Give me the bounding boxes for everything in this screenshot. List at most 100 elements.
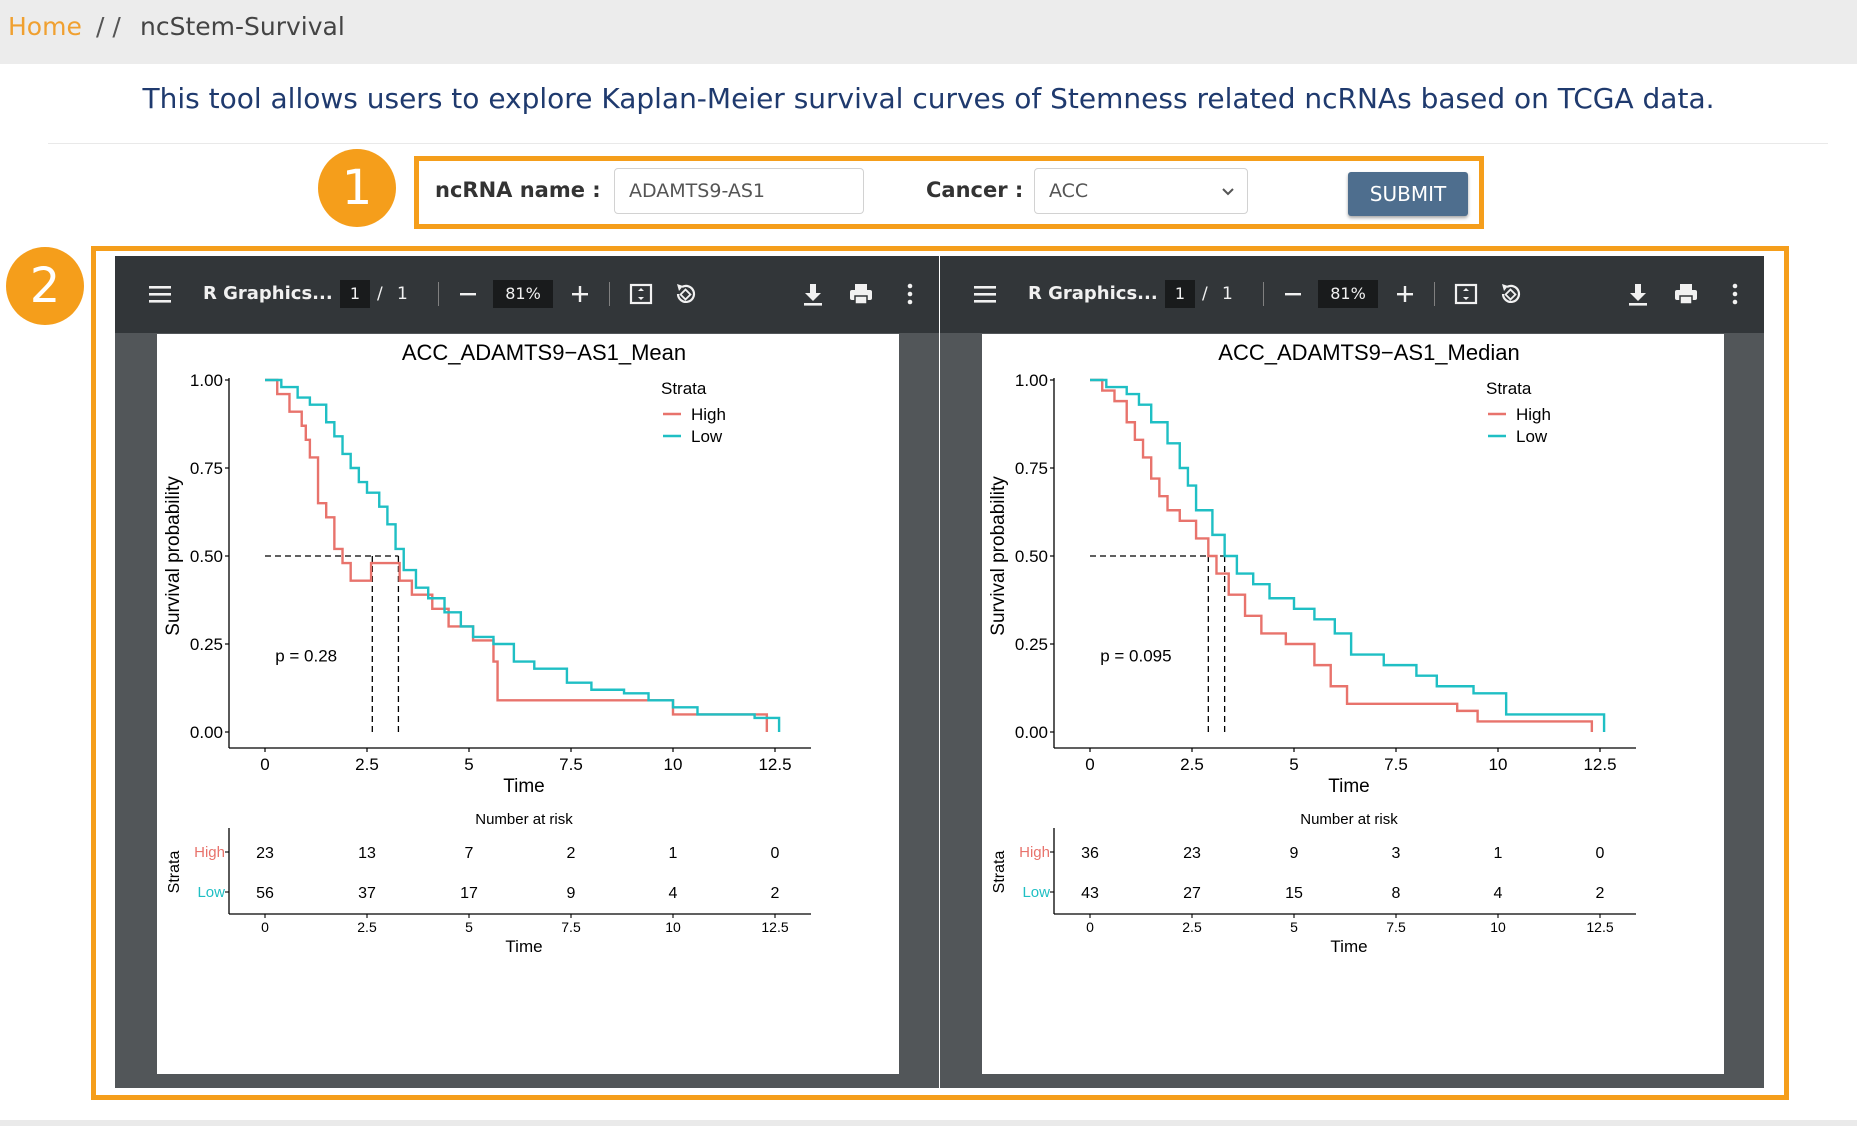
risk-count: 2 bbox=[567, 845, 576, 862]
risk-count: 2 bbox=[1596, 885, 1605, 902]
print-icon[interactable] bbox=[844, 276, 878, 312]
toolbar-divider bbox=[609, 282, 610, 306]
risk-count: 36 bbox=[1081, 845, 1099, 862]
intro-text: This tool allows users to explore Kaplan… bbox=[142, 82, 1715, 115]
divider bbox=[48, 143, 1828, 144]
fit-page-icon[interactable] bbox=[624, 276, 658, 312]
risk-table-title: Number at risk bbox=[475, 811, 573, 828]
submit-button[interactable]: SUBMIT bbox=[1348, 172, 1468, 216]
survival-chart: ACC_ADAMTS9−AS1_Median 0.00 0.25 0.50 0.75 1.… bbox=[988, 340, 1636, 956]
risk-count: 17 bbox=[460, 885, 478, 902]
more-options-icon[interactable] bbox=[893, 276, 927, 312]
pdf-toolbar: R Graphics... 1 / 1 81% bbox=[940, 256, 1764, 333]
x-tick-label: 0 bbox=[260, 755, 269, 774]
download-icon[interactable] bbox=[796, 276, 830, 312]
cancer-select[interactable]: ACC bbox=[1034, 168, 1248, 214]
ncrna-name-input[interactable]: ADAMTS9-AS1 bbox=[614, 168, 864, 214]
x-tick-label: 10 bbox=[664, 755, 683, 774]
breadcrumb-current: ncStem-Survival bbox=[140, 12, 345, 41]
pdf-page: ACC_ADAMTS9−AS1_Mean 0.00 0.25 0.50 0.75 1.00… bbox=[157, 334, 899, 1074]
survival-curve-low bbox=[265, 378, 781, 732]
x-tick-label: 7.5 bbox=[1384, 755, 1408, 774]
risk-count: 13 bbox=[358, 845, 376, 862]
risk-x-tick-label: 5 bbox=[1290, 919, 1298, 935]
search-form bbox=[414, 156, 1484, 229]
y-tick-label: 0.75 bbox=[1015, 459, 1048, 478]
x-axis-label: Time bbox=[1328, 776, 1370, 797]
risk-count: 4 bbox=[1494, 885, 1503, 902]
zoom-out-icon[interactable] bbox=[451, 276, 485, 312]
menu-icon[interactable] bbox=[968, 276, 1002, 312]
risk-count: 1 bbox=[669, 845, 678, 862]
risk-count: 3 bbox=[1392, 845, 1401, 862]
toolbar-divider bbox=[1263, 282, 1264, 306]
chart-title: ACC_ADAMTS9−AS1_Median bbox=[1218, 340, 1519, 365]
page-footer-strip bbox=[0, 1120, 1857, 1126]
x-tick-label: 2.5 bbox=[355, 755, 379, 774]
risk-x-tick-label: 10 bbox=[665, 919, 681, 935]
chevron-down-icon bbox=[1222, 188, 1234, 196]
risk-count: 0 bbox=[771, 845, 780, 862]
page-total: 1 bbox=[1222, 284, 1233, 304]
x-tick-label: 12.5 bbox=[758, 755, 791, 774]
x-tick-label: 12.5 bbox=[1583, 755, 1616, 774]
zoom-in-icon[interactable] bbox=[1388, 276, 1422, 312]
zoom-out-icon[interactable] bbox=[1276, 276, 1310, 312]
menu-icon[interactable] bbox=[143, 276, 177, 312]
page-number-input[interactable]: 1 bbox=[1165, 280, 1195, 308]
rotate-icon[interactable] bbox=[1493, 276, 1527, 312]
risk-table-y-label: Strata bbox=[991, 851, 1008, 894]
chart-title: ACC_ADAMTS9−AS1_Mean bbox=[402, 340, 686, 365]
risk-x-tick-label: 7.5 bbox=[1386, 919, 1406, 935]
risk-count: 7 bbox=[465, 845, 474, 862]
risk-row-label-low: Low bbox=[1022, 884, 1050, 901]
page-number-input[interactable]: 1 bbox=[340, 280, 370, 308]
legend-label-low: Low bbox=[691, 427, 723, 446]
zoom-level[interactable]: 81% bbox=[1318, 280, 1378, 308]
x-tick-label: 10 bbox=[1489, 755, 1508, 774]
zoom-in-icon[interactable] bbox=[563, 276, 597, 312]
risk-table-x-label: Time bbox=[505, 937, 542, 956]
breadcrumb-home-link[interactable]: Home bbox=[8, 12, 82, 41]
download-icon[interactable] bbox=[1621, 276, 1655, 312]
risk-count: 2 bbox=[771, 885, 780, 902]
pdf-title: R Graphics... bbox=[203, 283, 333, 304]
risk-row-label-high: High bbox=[194, 844, 225, 861]
survival-chart: ACC_ADAMTS9−AS1_Mean 0.00 0.25 0.50 0.75 1.00… bbox=[163, 340, 811, 956]
risk-row-label-low: Low bbox=[197, 884, 225, 901]
risk-table-y-label: Strata bbox=[166, 851, 183, 894]
risk-x-tick-label: 2.5 bbox=[357, 919, 377, 935]
toolbar-divider bbox=[438, 282, 439, 306]
risk-x-tick-label: 12.5 bbox=[761, 919, 788, 935]
print-icon[interactable] bbox=[1669, 276, 1703, 312]
risk-x-tick-label: 12.5 bbox=[1586, 919, 1613, 935]
pdf-viewer-1: R Graphics... 1 / 1 81% ACC_ADAMTS9−AS1_… bbox=[115, 256, 939, 1088]
x-tick-label: 5 bbox=[464, 755, 473, 774]
page-separator: / bbox=[377, 284, 383, 304]
step-badge-1: 1 bbox=[318, 149, 396, 227]
risk-count: 43 bbox=[1081, 885, 1099, 902]
risk-table-title: Number at risk bbox=[1300, 811, 1398, 828]
p-value-annotation: p = 0.28 bbox=[275, 647, 337, 666]
toolbar-divider bbox=[1434, 282, 1435, 306]
rotate-icon[interactable] bbox=[668, 276, 702, 312]
zoom-level[interactable]: 81% bbox=[493, 280, 553, 308]
y-tick-label: 0.50 bbox=[190, 547, 223, 566]
risk-count: 27 bbox=[1183, 885, 1201, 902]
x-tick-label: 2.5 bbox=[1180, 755, 1204, 774]
x-tick-label: 7.5 bbox=[559, 755, 583, 774]
legend-label-high: High bbox=[1516, 405, 1551, 424]
survival-curve-low bbox=[1090, 378, 1606, 732]
fit-page-icon[interactable] bbox=[1449, 276, 1483, 312]
y-tick-label: 0.25 bbox=[190, 635, 223, 654]
more-options-icon[interactable] bbox=[1718, 276, 1752, 312]
y-tick-label: 0.00 bbox=[1015, 723, 1048, 742]
survival-curve-high bbox=[1090, 378, 1594, 732]
legend-title: Strata bbox=[661, 379, 707, 398]
legend-title: Strata bbox=[1486, 379, 1532, 398]
pdf-viewers-panel bbox=[91, 246, 1789, 1100]
y-axis-label: Survival probability bbox=[988, 476, 1009, 636]
risk-table-x-label: Time bbox=[1330, 937, 1367, 956]
breadcrumb: Home / / ncStem-Survival bbox=[0, 0, 1857, 64]
risk-x-tick-label: 0 bbox=[1086, 919, 1094, 935]
